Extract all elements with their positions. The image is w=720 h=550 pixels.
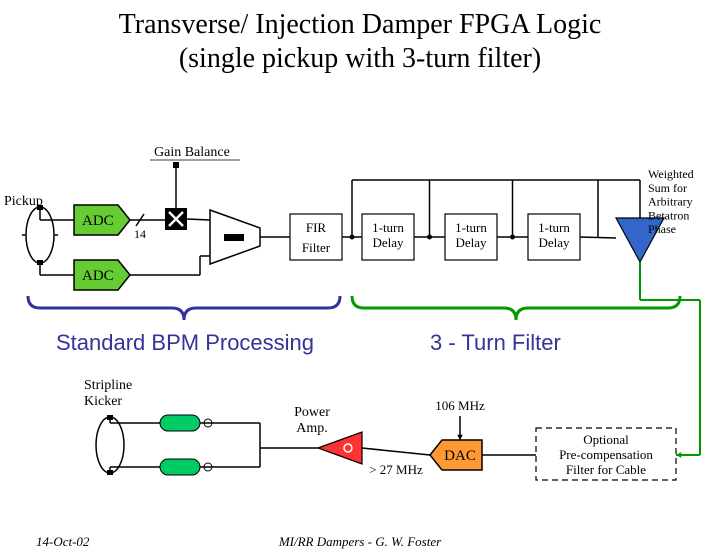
section-bpm: Standard BPM Processing xyxy=(56,330,314,356)
svg-text:ADC: ADC xyxy=(82,268,114,284)
svg-text:Kicker: Kicker xyxy=(84,394,122,409)
svg-text:Betatron: Betatron xyxy=(648,208,689,222)
svg-text:Delay: Delay xyxy=(455,235,487,250)
svg-text:DAC: DAC xyxy=(444,448,476,464)
svg-text:Phase: Phase xyxy=(648,222,676,236)
diagram-canvas: Pickup ADC ADC 14 Gain Balance FIR Filter 1-tur… xyxy=(0,0,720,540)
svg-text:1-turn: 1-turn xyxy=(538,220,570,235)
svg-text:1-turn: 1-turn xyxy=(372,220,404,235)
footer-center: MI/RR Dampers - G. W. Foster xyxy=(0,534,720,550)
svg-text:14: 14 xyxy=(134,227,146,241)
svg-text:Stripline: Stripline xyxy=(84,378,132,393)
svg-text:Delay: Delay xyxy=(538,235,570,250)
svg-text:Amp.: Amp. xyxy=(296,421,328,436)
svg-text:Filter: Filter xyxy=(302,240,331,255)
svg-text:Weighted: Weighted xyxy=(648,167,694,181)
svg-text:ADC: ADC xyxy=(82,213,114,229)
section-filter: 3 - Turn Filter xyxy=(430,330,561,356)
svg-text:Sum for: Sum for xyxy=(648,181,687,195)
svg-text:Delay: Delay xyxy=(372,235,404,250)
svg-text:Filter for Cable: Filter for Cable xyxy=(566,462,646,477)
svg-text:> 27 MHz: > 27 MHz xyxy=(369,462,423,477)
svg-text:1-turn: 1-turn xyxy=(455,220,487,235)
svg-text:Pickup: Pickup xyxy=(4,194,43,209)
svg-text:FIR: FIR xyxy=(306,220,327,235)
svg-text:Optional: Optional xyxy=(583,432,629,447)
svg-text:Arbitrary: Arbitrary xyxy=(648,195,693,209)
svg-text:Power: Power xyxy=(294,405,330,420)
svg-text:Gain Balance: Gain Balance xyxy=(154,145,230,160)
svg-text:106 MHz: 106 MHz xyxy=(435,398,485,413)
svg-text:Pre-compensation: Pre-compensation xyxy=(559,447,653,462)
